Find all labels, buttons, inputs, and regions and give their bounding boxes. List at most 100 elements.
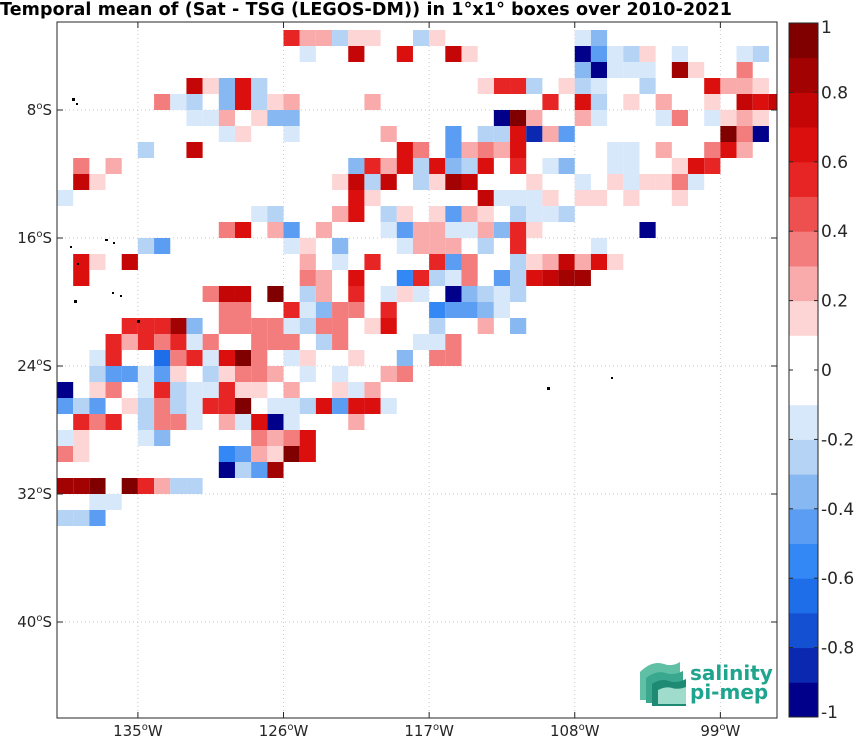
data-box (251, 350, 268, 366)
data-box (89, 366, 106, 382)
data-box (493, 78, 511, 94)
data-box (445, 334, 462, 350)
data-box (234, 318, 252, 334)
data-box (510, 286, 527, 302)
data-box (412, 238, 430, 254)
data-box (234, 78, 252, 94)
data-box (445, 254, 462, 270)
data-box (461, 270, 478, 286)
data-box (477, 142, 494, 158)
salinity-pi-mep-logo: salinity pi-mep (640, 661, 773, 706)
data-box (218, 222, 235, 238)
chart-title: Temporal mean of (Sat - TSG (LEGOS-DM)) … (0, 0, 733, 20)
data-box (218, 350, 235, 366)
data-box (380, 174, 397, 190)
colorbar-segment (789, 612, 818, 649)
data-box (218, 78, 235, 94)
data-box (315, 302, 333, 318)
data-box (283, 110, 300, 126)
data-box (57, 398, 74, 414)
data-box (41, 542, 57, 558)
data-box (218, 398, 235, 414)
data-box (105, 382, 122, 398)
data-box (412, 30, 430, 46)
data-box (57, 446, 74, 462)
data-box (574, 94, 591, 110)
data-box (590, 190, 608, 206)
data-box (623, 46, 640, 62)
colorbar-segment (789, 23, 818, 59)
data-box (283, 94, 300, 110)
data-box (348, 190, 365, 206)
data-box (137, 238, 155, 254)
data-box (671, 62, 689, 78)
data-box (299, 30, 316, 46)
data-box (89, 350, 106, 366)
colorbar-tick-label: -1 (821, 703, 838, 723)
data-box (89, 414, 106, 430)
data-box (251, 430, 268, 446)
data-box (429, 270, 446, 286)
data-box (105, 350, 122, 366)
data-box (736, 110, 753, 126)
data-box (477, 206, 494, 222)
data-box (251, 318, 268, 334)
colorbar-segment (789, 370, 818, 406)
plot-frame (56, 21, 778, 719)
data-box (202, 110, 219, 126)
colorbar (789, 23, 818, 718)
data-box (234, 398, 252, 414)
data-box (736, 78, 753, 94)
data-box (655, 174, 672, 190)
data-box (477, 126, 494, 142)
data-box (332, 334, 349, 350)
data-box (186, 78, 203, 94)
data-box (315, 334, 333, 350)
data-box (736, 142, 753, 158)
data-box (429, 30, 446, 46)
data-box (89, 510, 106, 526)
colorbar-segment (789, 647, 818, 683)
y-tick-label: 16oS (17, 229, 52, 247)
data-box (671, 158, 689, 174)
data-box (283, 238, 300, 254)
data-box (89, 478, 106, 494)
data-box (186, 318, 203, 334)
data-box (218, 462, 235, 478)
data-box (218, 94, 235, 110)
data-box (607, 174, 624, 190)
colorbar-segment (789, 543, 818, 579)
data-box (623, 158, 640, 174)
data-box (234, 302, 252, 318)
data-box (542, 206, 559, 222)
data-box (461, 302, 478, 318)
data-box (574, 46, 591, 62)
data-box (170, 318, 187, 334)
data-box (623, 142, 640, 158)
data-box (736, 94, 753, 110)
data-box (186, 398, 203, 414)
data-box (364, 382, 381, 398)
data-box (704, 142, 721, 158)
data-box (493, 142, 511, 158)
data-box (73, 446, 90, 462)
data-box (364, 190, 381, 206)
data-box (105, 334, 122, 350)
data-box (121, 366, 138, 382)
data-box (283, 30, 300, 46)
data-box (639, 46, 656, 62)
data-box (590, 94, 608, 110)
data-box (493, 286, 511, 302)
data-box (704, 94, 721, 110)
data-box (202, 78, 219, 94)
data-box (348, 398, 365, 414)
data-box (493, 302, 511, 318)
data-box (752, 94, 769, 110)
x-tick-label: 108oW (550, 722, 600, 740)
data-box (186, 142, 203, 158)
data-box (558, 158, 575, 174)
y-tick-label: 24oS (17, 357, 52, 375)
data-box (299, 430, 316, 446)
colorbar-tick-label: 0 (821, 361, 832, 381)
data-box (542, 270, 559, 286)
